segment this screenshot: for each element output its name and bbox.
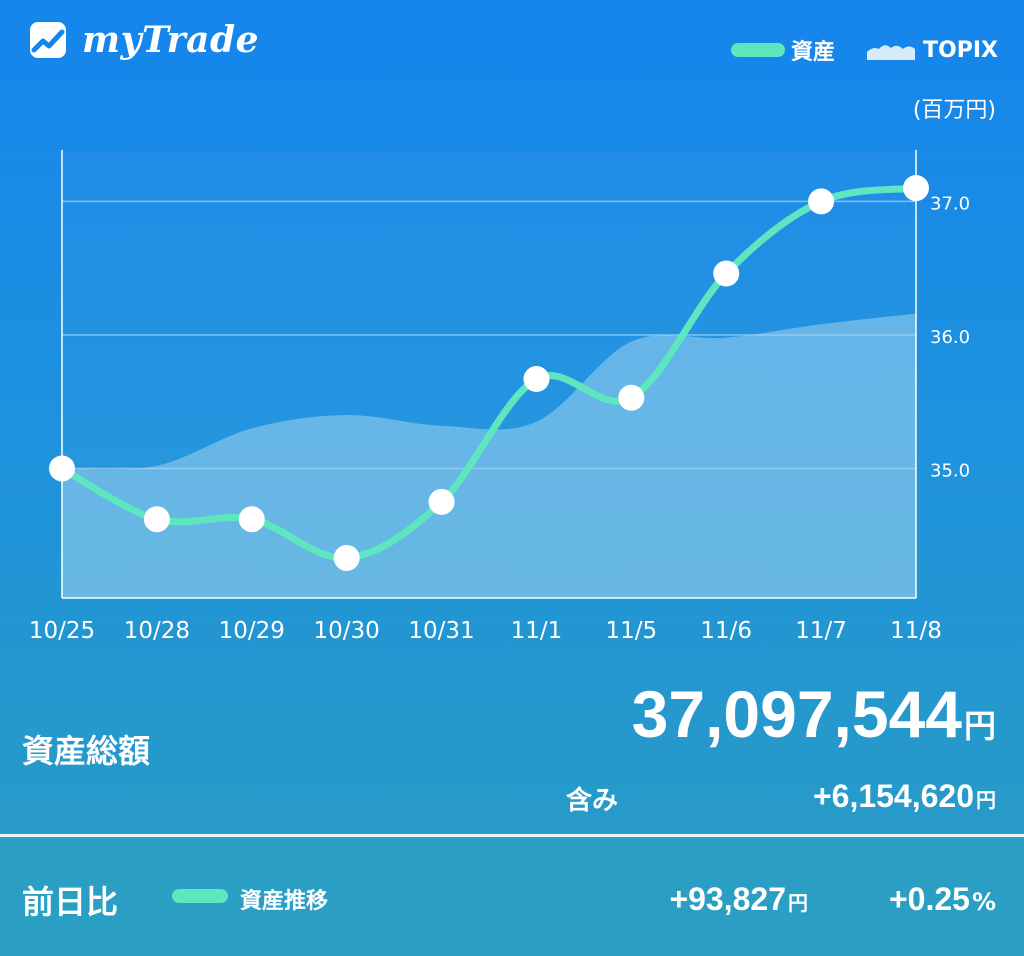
- section-divider: [0, 834, 1024, 837]
- asset-line: [58, 184, 920, 562]
- brand: myTrade: [28, 18, 259, 62]
- x-tick-label: 11/5: [606, 618, 658, 644]
- x-tick-label: 11/1: [511, 618, 563, 644]
- asset-point-11-8: [903, 175, 929, 202]
- x-tick-label: 11/7: [795, 618, 847, 644]
- legend-topix-area-icon: [867, 45, 916, 60]
- x-tick-label: 11/6: [700, 618, 752, 644]
- x-tick-label: 10/29: [219, 618, 285, 644]
- asset-chart: 35.0 36.0 37.0 10/25 10/28 10/29 10/30 10/31 11/…: [29, 150, 970, 644]
- app-name: myTrade: [82, 19, 260, 61]
- y-tick-label: 35.0: [930, 460, 970, 481]
- unrealized-value: +6,154,620 円: [813, 778, 996, 815]
- x-tick-label: 10/25: [29, 618, 95, 644]
- prev-day-diff-number: +93,827: [669, 881, 786, 917]
- unrealized-number: +6,154,620: [812, 778, 974, 814]
- asset-point-10-28: [143, 506, 170, 533]
- y-tick-label: 37.0: [930, 193, 970, 214]
- asset-point-10-30: [333, 544, 360, 571]
- footer-asset-swatch: [172, 889, 228, 903]
- total-assets-value: 37,097,544 円: [632, 676, 996, 752]
- asset-point-10-31: [428, 488, 455, 515]
- prev-day-diff: +93,827 円: [669, 881, 808, 918]
- legend-asset-swatch: [731, 43, 785, 57]
- x-tick-label: 10/30: [314, 618, 380, 644]
- trend-chart-logo-icon: [30, 22, 66, 58]
- footer-legend-label: 資産推移: [240, 889, 329, 914]
- prev-day-percent-number: +0.25: [888, 881, 970, 917]
- asset-point-11-6: [713, 260, 740, 287]
- footer-panel: 前日比 資産推移 +93,827 円 +0.25 %: [0, 837, 1024, 956]
- legend-topix-label: TOPIX: [923, 37, 998, 63]
- asset-point-11-1: [523, 366, 550, 393]
- prev-day-percent-sign: %: [971, 888, 996, 916]
- total-assets-yen: 円: [963, 707, 996, 745]
- y-tick-label: 36.0: [930, 327, 970, 348]
- chart-legend: 資産 TOPIX: [731, 34, 998, 66]
- asset-point-11-7: [808, 188, 835, 215]
- unrealized-label: 含み: [566, 786, 619, 816]
- x-tick-label: 10/28: [124, 618, 190, 644]
- asset-point-11-5: [618, 384, 645, 411]
- total-assets-number: 37,097,544: [631, 677, 962, 751]
- chart-unit-label: (百万円): [912, 98, 996, 123]
- x-tick-label: 11/8: [890, 618, 942, 644]
- legend-asset-label: 資産: [791, 40, 836, 65]
- prev-day-percent: +0.25 %: [889, 881, 996, 918]
- total-assets-label: 資産総額: [22, 732, 151, 770]
- x-tick-label: 10/31: [408, 618, 474, 644]
- prev-day-label: 前日比: [22, 883, 119, 921]
- unrealized-yen: 円: [976, 788, 996, 812]
- asset-point-10-29: [238, 506, 265, 533]
- asset-point-10-25: [49, 455, 75, 482]
- prev-day-diff-yen: 円: [788, 891, 808, 915]
